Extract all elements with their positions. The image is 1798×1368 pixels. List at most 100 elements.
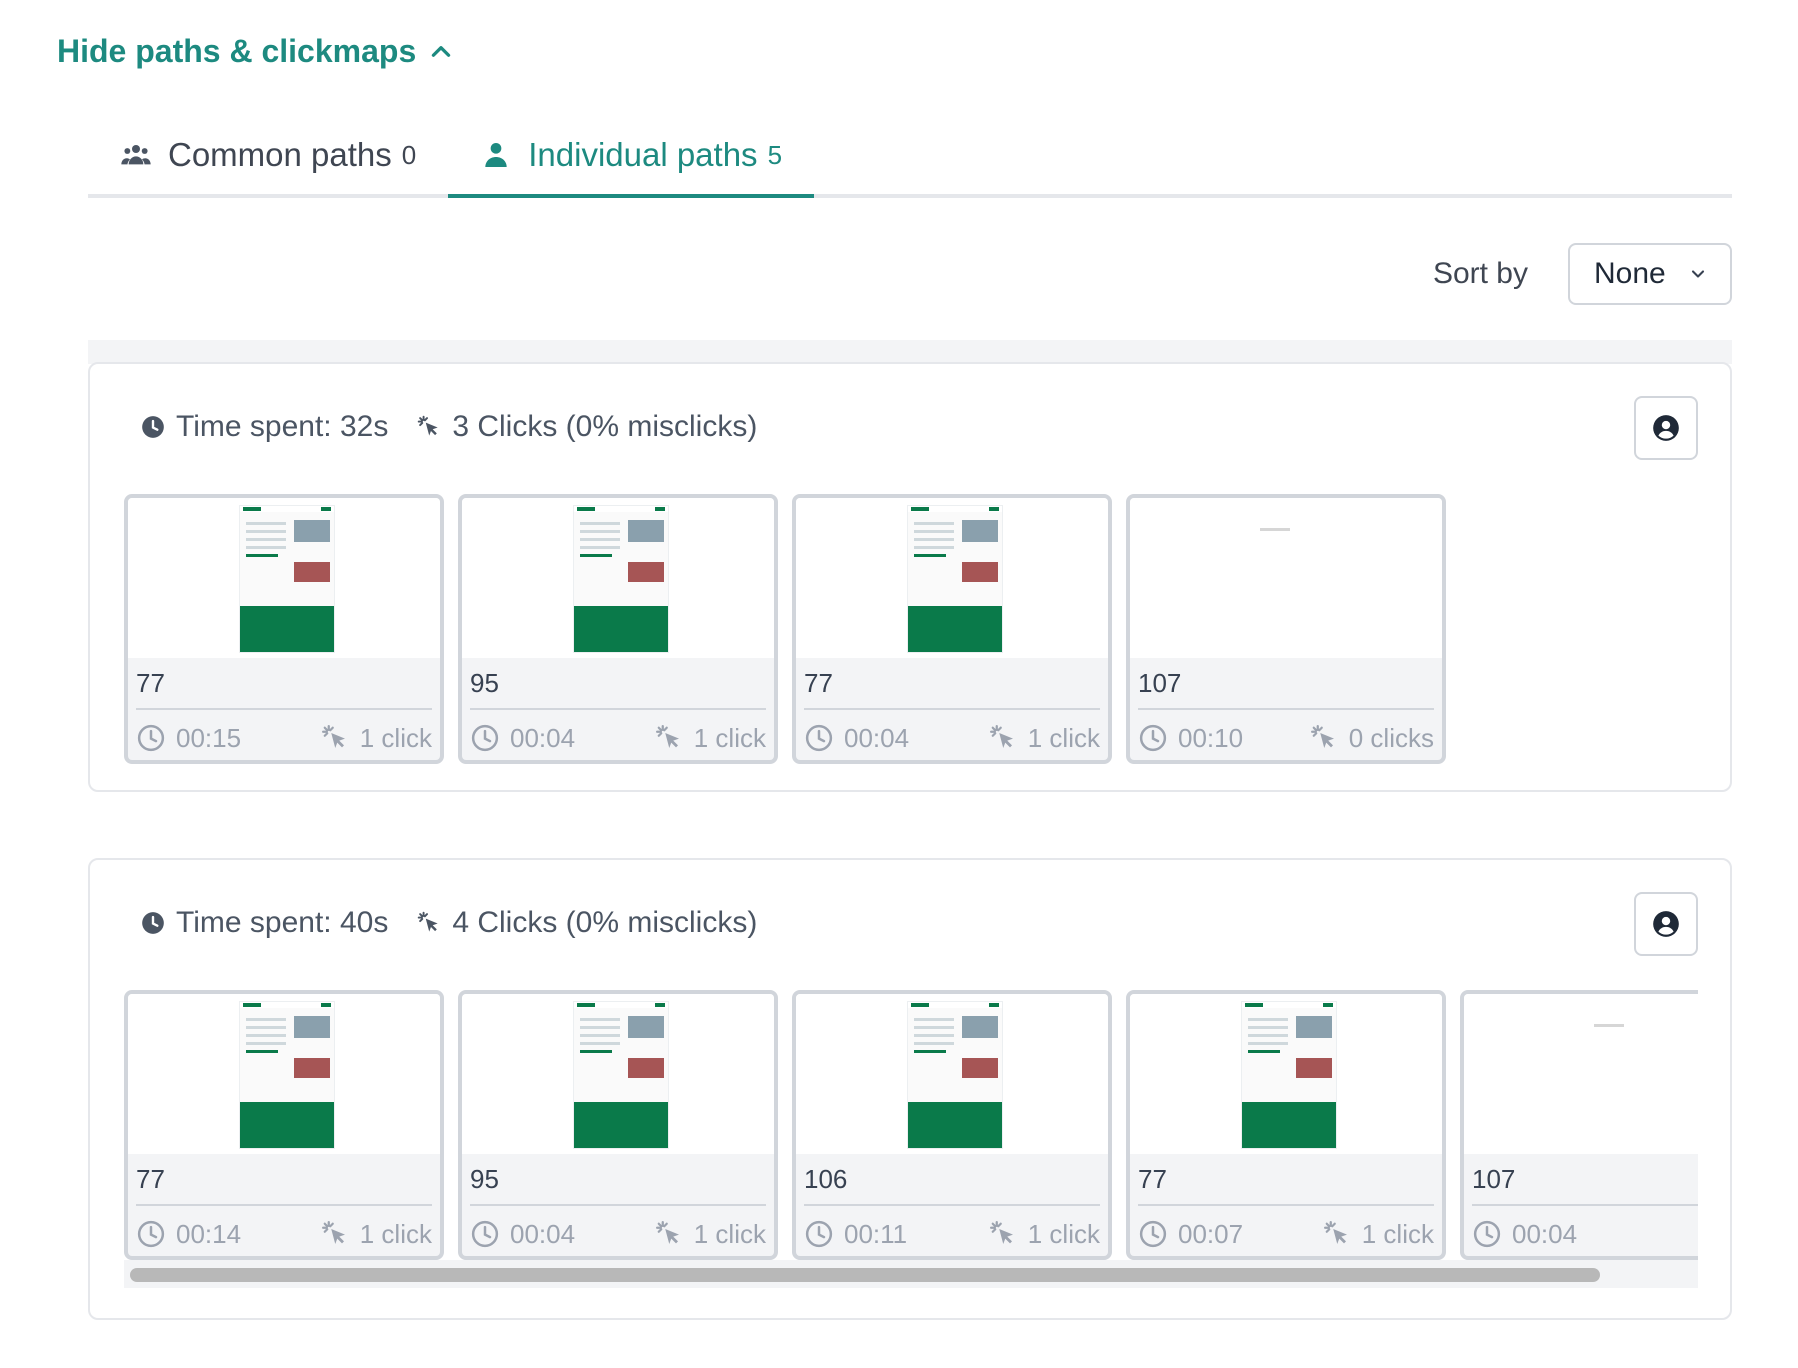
screen-stats: 00:04 xyxy=(1472,1214,1698,1254)
click-icon xyxy=(989,725,1013,748)
screen-stats: 00:14 1 click xyxy=(136,1214,432,1254)
screen-time: 00:07 xyxy=(1178,1218,1244,1249)
path-screen-item[interactable]: 95 00:04 1 click xyxy=(458,990,778,1260)
screen-stats: 00:04 1 click xyxy=(470,1214,766,1254)
time-spent: Time spent: 40s xyxy=(176,906,389,939)
paths-tabs: Common paths 0 Individual paths 5 xyxy=(88,116,1732,198)
screen-thumbnail xyxy=(1130,994,1442,1154)
screen-id: 77 xyxy=(136,668,165,698)
clock-icon xyxy=(1473,1220,1501,1248)
screen-time: 00:11 xyxy=(844,1218,908,1249)
clock-icon xyxy=(142,912,164,934)
path-screen-item[interactable]: 95 00:04 1 click xyxy=(458,494,778,764)
screen-clicks: 1 click xyxy=(359,722,432,753)
screen-id: 107 xyxy=(1472,1164,1516,1194)
screen-thumbnail xyxy=(128,994,440,1154)
path-screens: 77 00:15 1 click 95 00:04 1 click 77 xyxy=(124,494,1698,764)
screen-time: 00:04 xyxy=(510,722,576,753)
screen-clicks: 1 click xyxy=(693,1218,766,1249)
screen-time: 00:04 xyxy=(510,1218,576,1249)
screen-stats: 00:10 0 clicks xyxy=(1138,718,1434,758)
path-screen-item[interactable]: 107 00:10 0 clicks xyxy=(1126,494,1446,764)
screen-stats: 00:04 1 click xyxy=(804,718,1100,758)
clock-icon xyxy=(471,1220,499,1248)
user-icon xyxy=(485,143,507,167)
screen-stats: 00:11 1 click xyxy=(804,1214,1100,1254)
toggle-label: Hide paths & clickmaps xyxy=(57,33,417,69)
screen-divider xyxy=(136,1204,432,1206)
screen-thumbnail xyxy=(462,994,774,1154)
screen-id: 77 xyxy=(1138,1164,1167,1194)
path-card: Time spent: 32s 3 Clicks (0% misclicks) … xyxy=(88,362,1732,792)
screen-id: 95 xyxy=(470,1164,499,1194)
time-spent: Time spent: 32s xyxy=(176,410,389,443)
path-summary: Time spent: 32s 3 Clicks (0% misclicks) xyxy=(140,410,757,444)
user-circle-icon xyxy=(1653,415,1679,441)
path-screen-item[interactable]: 77 00:14 1 click xyxy=(124,990,444,1260)
clicks-summary: 3 Clicks (0% misclicks) xyxy=(452,410,758,443)
path-screen-item[interactable]: 77 00:04 1 click xyxy=(792,494,1112,764)
click-icon xyxy=(655,1221,679,1244)
path-summary: Time spent: 40s 4 Clicks (0% misclicks) xyxy=(140,906,757,940)
chevron-up-icon xyxy=(432,45,451,57)
screen-stats: 00:07 1 click xyxy=(1138,1214,1434,1254)
screen-thumbnail xyxy=(128,498,440,658)
horizontal-scrollbar[interactable] xyxy=(124,1260,1698,1288)
screen-time: 00:04 xyxy=(1512,1218,1578,1249)
click-icon xyxy=(321,1221,345,1244)
users-icon xyxy=(121,145,151,165)
screen-divider xyxy=(470,1204,766,1206)
clock-icon xyxy=(137,724,165,752)
screen-id: 107 xyxy=(1138,668,1182,698)
path-screens: 77 00:14 1 click 95 00:04 1 click 106 xyxy=(124,990,1698,1260)
view-participant-button[interactable] xyxy=(1634,892,1698,956)
screen-divider xyxy=(804,708,1100,710)
tab-individual-paths-count: 5 xyxy=(767,139,783,170)
screen-clicks: 1 click xyxy=(1361,1218,1434,1249)
path-screen-item[interactable]: 107 00:04 xyxy=(1460,990,1698,1260)
screen-divider xyxy=(470,708,766,710)
view-participant-button[interactable] xyxy=(1634,396,1698,460)
screen-divider xyxy=(804,1204,1100,1206)
tab-individual-paths[interactable]: Individual paths 5 xyxy=(448,116,814,198)
path-screen-item[interactable]: 77 00:15 1 click xyxy=(124,494,444,764)
screen-id: 106 xyxy=(804,1164,848,1194)
tab-individual-paths-label: Individual paths xyxy=(528,136,758,173)
screen-clicks: 1 click xyxy=(1027,722,1100,753)
screen-id: 77 xyxy=(136,1164,165,1194)
tab-common-paths-label: Common paths xyxy=(168,136,392,173)
clock-icon xyxy=(805,724,833,752)
screen-time: 00:04 xyxy=(844,722,910,753)
clock-icon xyxy=(137,1220,165,1248)
tab-common-paths[interactable]: Common paths 0 xyxy=(88,116,448,194)
tab-common-paths-count: 0 xyxy=(401,139,417,170)
screen-divider xyxy=(136,708,432,710)
path-card: Time spent: 40s 4 Clicks (0% misclicks) … xyxy=(88,858,1732,1320)
click-icon xyxy=(655,725,679,748)
screen-id: 77 xyxy=(804,668,833,698)
screen-clicks: 1 click xyxy=(359,1218,432,1249)
screen-thumbnail xyxy=(462,498,774,658)
screen-divider xyxy=(1138,1204,1434,1206)
sort-label: Sort by xyxy=(1432,257,1528,290)
screen-clicks: 1 click xyxy=(693,722,766,753)
clock-icon xyxy=(1139,724,1167,752)
click-icon xyxy=(321,725,345,748)
screen-time: 00:15 xyxy=(176,722,242,753)
sort-select-value: None xyxy=(1594,257,1666,290)
click-icon xyxy=(1310,725,1334,748)
sort-select[interactable]: None xyxy=(1568,243,1732,305)
path-screen-item[interactable]: 77 00:07 1 click xyxy=(1126,990,1446,1260)
path-screen-item[interactable]: 106 00:11 1 click xyxy=(792,990,1112,1260)
screen-time: 00:14 xyxy=(176,1218,242,1249)
scrollbar-thumb[interactable] xyxy=(130,1268,1600,1282)
screen-thumbnail xyxy=(796,498,1108,658)
clicks-summary: 4 Clicks (0% misclicks) xyxy=(452,906,758,939)
screen-id: 95 xyxy=(470,668,499,698)
clock-icon xyxy=(142,416,164,438)
hide-paths-toggle[interactable]: Hide paths & clickmaps xyxy=(57,33,454,70)
clock-icon xyxy=(805,1220,833,1248)
screen-thumbnail xyxy=(796,994,1108,1154)
screen-time: 00:10 xyxy=(1178,722,1244,753)
screen-divider xyxy=(1138,708,1434,710)
